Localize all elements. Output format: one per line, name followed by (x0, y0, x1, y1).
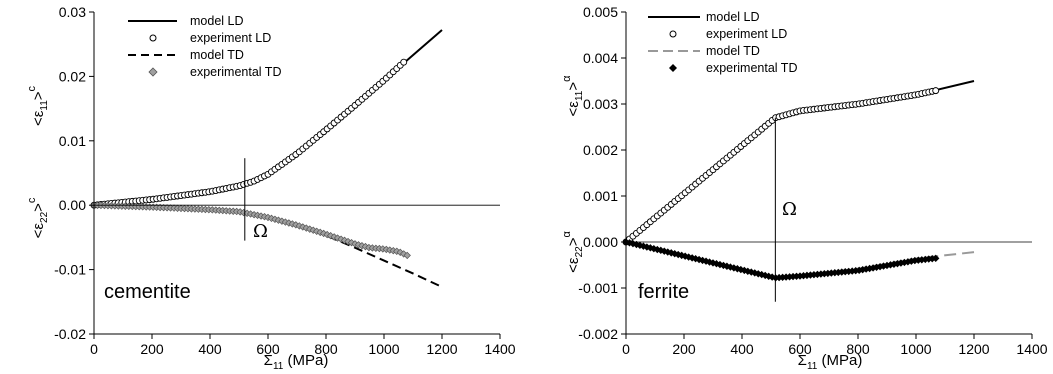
x-tick-label: 1400 (484, 341, 515, 357)
legend-swatch-experiment-ld (669, 30, 677, 38)
ylabel-lower-cementite: <ε22>c (26, 197, 50, 238)
x-tick-label: 200 (672, 341, 696, 357)
legend-swatch-experimental-td (148, 67, 158, 77)
y-tick-label: 0.02 (59, 68, 86, 84)
legend-label-experimental-td: experimental TD (706, 61, 797, 75)
x-tick-label: 600 (256, 341, 280, 357)
y-tick-label: 0.03 (59, 4, 86, 20)
y-tick-label: -0.02 (54, 326, 86, 342)
data-point-experimental-td (396, 248, 404, 257)
x-tick-label: 1200 (426, 341, 457, 357)
svg-text:<ε22>α: <ε22>α (561, 231, 585, 273)
y-tick-label: -0.002 (578, 326, 618, 342)
legend-cementite: model LD experiment LD model TD experime… (128, 14, 281, 79)
data-point-experiment-ld (932, 87, 940, 95)
y-tick-label: 0.00 (59, 197, 86, 213)
ylabel-upper-cementite: <ε11>c (26, 85, 50, 126)
y-tick-label: -0.01 (54, 262, 86, 278)
x-tick-label: 400 (730, 341, 754, 357)
ylabel-upper-ferrite: <ε11>α (561, 75, 585, 117)
legend-label-experimental-td: experimental TD (190, 65, 281, 79)
series-line-model-ld (625, 80, 975, 243)
y-tick-label: 0.002 (583, 142, 618, 158)
data-point-experimental-td (403, 251, 411, 260)
data-point-experiment-ld (400, 58, 408, 66)
y-tick-label: 0.001 (583, 188, 618, 204)
svg-text:<ε11>c: <ε11>c (26, 85, 50, 126)
omega-annotation-cementite: Ω (253, 221, 268, 242)
svg-text:<ε11>α: <ε11>α (561, 75, 585, 117)
y-tick-label: 0.004 (583, 50, 618, 66)
legend-label-model-ld: model LD (706, 10, 760, 24)
x-tick-label: 0 (622, 341, 630, 357)
chart-ferrite: 0 200 400 600 800 1000 1200 1400 -0.002 -0.001 0.0… (561, 4, 1048, 372)
legend-label-model-td: model TD (706, 44, 760, 58)
svg-text:<ε22>c: <ε22>c (26, 197, 50, 238)
x-tick-label: 800 (846, 341, 870, 357)
y-tick-label: 0.003 (583, 96, 618, 112)
y-tick-label: 0.01 (59, 133, 86, 149)
series-line-model-ld (93, 29, 443, 207)
ylabel-lower-ferrite: <ε22>α (561, 231, 585, 273)
x-tick-label: 1200 (958, 341, 989, 357)
x-tick-label: 400 (198, 341, 222, 357)
panel-label-ferrite: ferrite (638, 281, 689, 303)
x-tick-label: 200 (140, 341, 164, 357)
legend-label-model-ld: model LD (190, 14, 244, 28)
legend-swatch-experimental-td (669, 64, 677, 72)
x-tick-label: 1400 (1016, 341, 1047, 357)
x-tick-label: 600 (788, 341, 812, 357)
x-tick-label: 800 (314, 341, 338, 357)
x-tick-label: 1000 (368, 341, 399, 357)
data-point-experimental-td (932, 254, 940, 263)
x-tick-label: 1000 (900, 341, 931, 357)
panel-label-cementite: cementite (104, 281, 191, 303)
legend-swatch-experiment-ld (149, 34, 157, 42)
omega-annotation-ferrite: Ω (782, 199, 797, 220)
x-tick-label: 0 (90, 341, 98, 357)
y-tick-label: -0.001 (578, 280, 618, 296)
legend-label-model-td: model TD (190, 48, 244, 62)
chart-cementite: 0 200 400 600 800 1000 1200 1400 -0.02 -0.01 0.00 0… (26, 4, 516, 372)
legend-ferrite: model LD experiment LD model TD experime… (648, 10, 797, 75)
y-tick-label: 0.005 (583, 4, 618, 20)
y-tick-label: 0.000 (583, 234, 618, 250)
legend-label-experiment-ld: experiment LD (190, 31, 271, 45)
legend-label-experiment-ld: experiment LD (706, 27, 787, 41)
